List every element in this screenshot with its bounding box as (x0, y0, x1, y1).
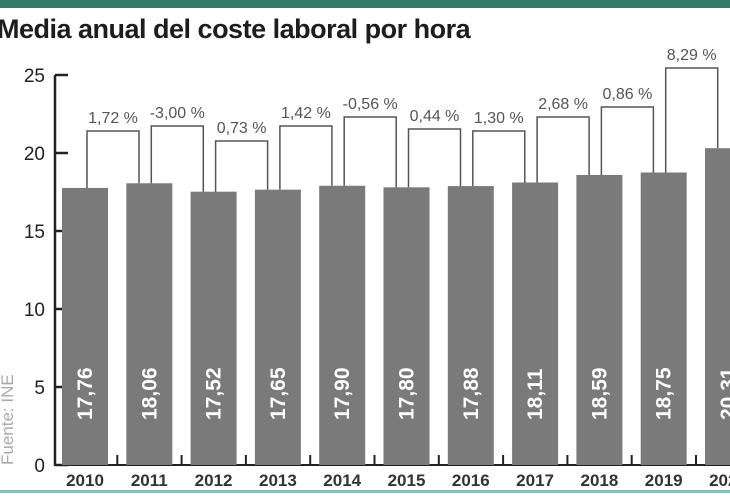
change-bracket (214, 140, 269, 192)
bar-value-label: 18,06 (138, 367, 161, 420)
change-bracket (86, 130, 140, 188)
change-label: 1,30 % (474, 110, 524, 127)
x-tick-label: 2010 (66, 471, 104, 490)
top-accent-bar (0, 0, 730, 8)
change-label: 1,42 % (281, 105, 331, 122)
change-label: -0,56 % (343, 96, 398, 113)
bar-2012 (190, 191, 237, 466)
bar-value-label: 18,11 (524, 368, 547, 420)
change-label: 0,73 % (217, 120, 267, 137)
bar-2015 (383, 187, 430, 465)
y-tick-label: 10 (24, 300, 45, 321)
change-label: 0,44 % (410, 108, 460, 125)
bar-value-label: 17,65 (267, 367, 290, 420)
y-tick-label: 25 (24, 66, 45, 87)
bar-2019 (640, 172, 687, 465)
change-bracket (664, 67, 719, 173)
bar-2020 (705, 148, 730, 465)
bar-2013 (254, 189, 301, 465)
y-tick-label: 5 (34, 378, 45, 399)
change-label: 8,29 % (667, 47, 717, 64)
change-label: 0,86 % (602, 86, 652, 103)
change-bracket (343, 116, 397, 188)
change-bracket (600, 106, 655, 175)
bar-value-label: 20,31 (717, 367, 730, 420)
bar-value-label: 18,75 (653, 367, 676, 420)
bottom-accent-line (0, 490, 730, 493)
bar-2011 (126, 183, 173, 465)
bar-value-label: 17,88 (460, 367, 483, 420)
change-bracket (407, 128, 462, 188)
y-tick-label: 15 (24, 222, 45, 243)
chart-title: Media anual del coste laboral por hora (0, 14, 471, 44)
bar-value-label: 18,59 (588, 367, 611, 420)
x-tick-label: 2014 (323, 471, 361, 490)
bar-2018 (576, 174, 623, 465)
change-label: -3,00 % (150, 105, 205, 122)
change-label: 1,72 % (88, 110, 138, 127)
x-tick-label: 2012 (195, 471, 233, 490)
change-bracket (536, 116, 590, 183)
bar-value-label: 17,76 (74, 367, 97, 420)
x-tick-label: 2018 (580, 471, 618, 490)
x-tick-label: 2013 (259, 471, 297, 490)
bar-2014 (319, 185, 366, 465)
change-bracket (150, 125, 205, 192)
bar-value-label: 17,52 (203, 367, 226, 420)
bar-value-label: 17,80 (396, 367, 419, 420)
bar-2017 (512, 182, 559, 465)
bar-2016 (447, 186, 494, 465)
change-bracket (472, 130, 526, 187)
y-tick-label: 0 (34, 456, 45, 477)
y-tick-label: 20 (24, 144, 45, 165)
x-tick-label: 2015 (388, 471, 426, 490)
x-tick-label: 2019 (645, 471, 683, 490)
x-tick-label: 2011 (131, 471, 168, 490)
x-tick-label: 2020 (709, 471, 730, 490)
change-label: 2,68 % (538, 96, 588, 113)
bar-value-label: 17,90 (331, 367, 354, 420)
change-bracket (279, 125, 333, 190)
x-tick-label: 2016 (452, 471, 490, 490)
bar-2010 (62, 187, 108, 465)
x-tick-label: 2017 (516, 471, 554, 490)
